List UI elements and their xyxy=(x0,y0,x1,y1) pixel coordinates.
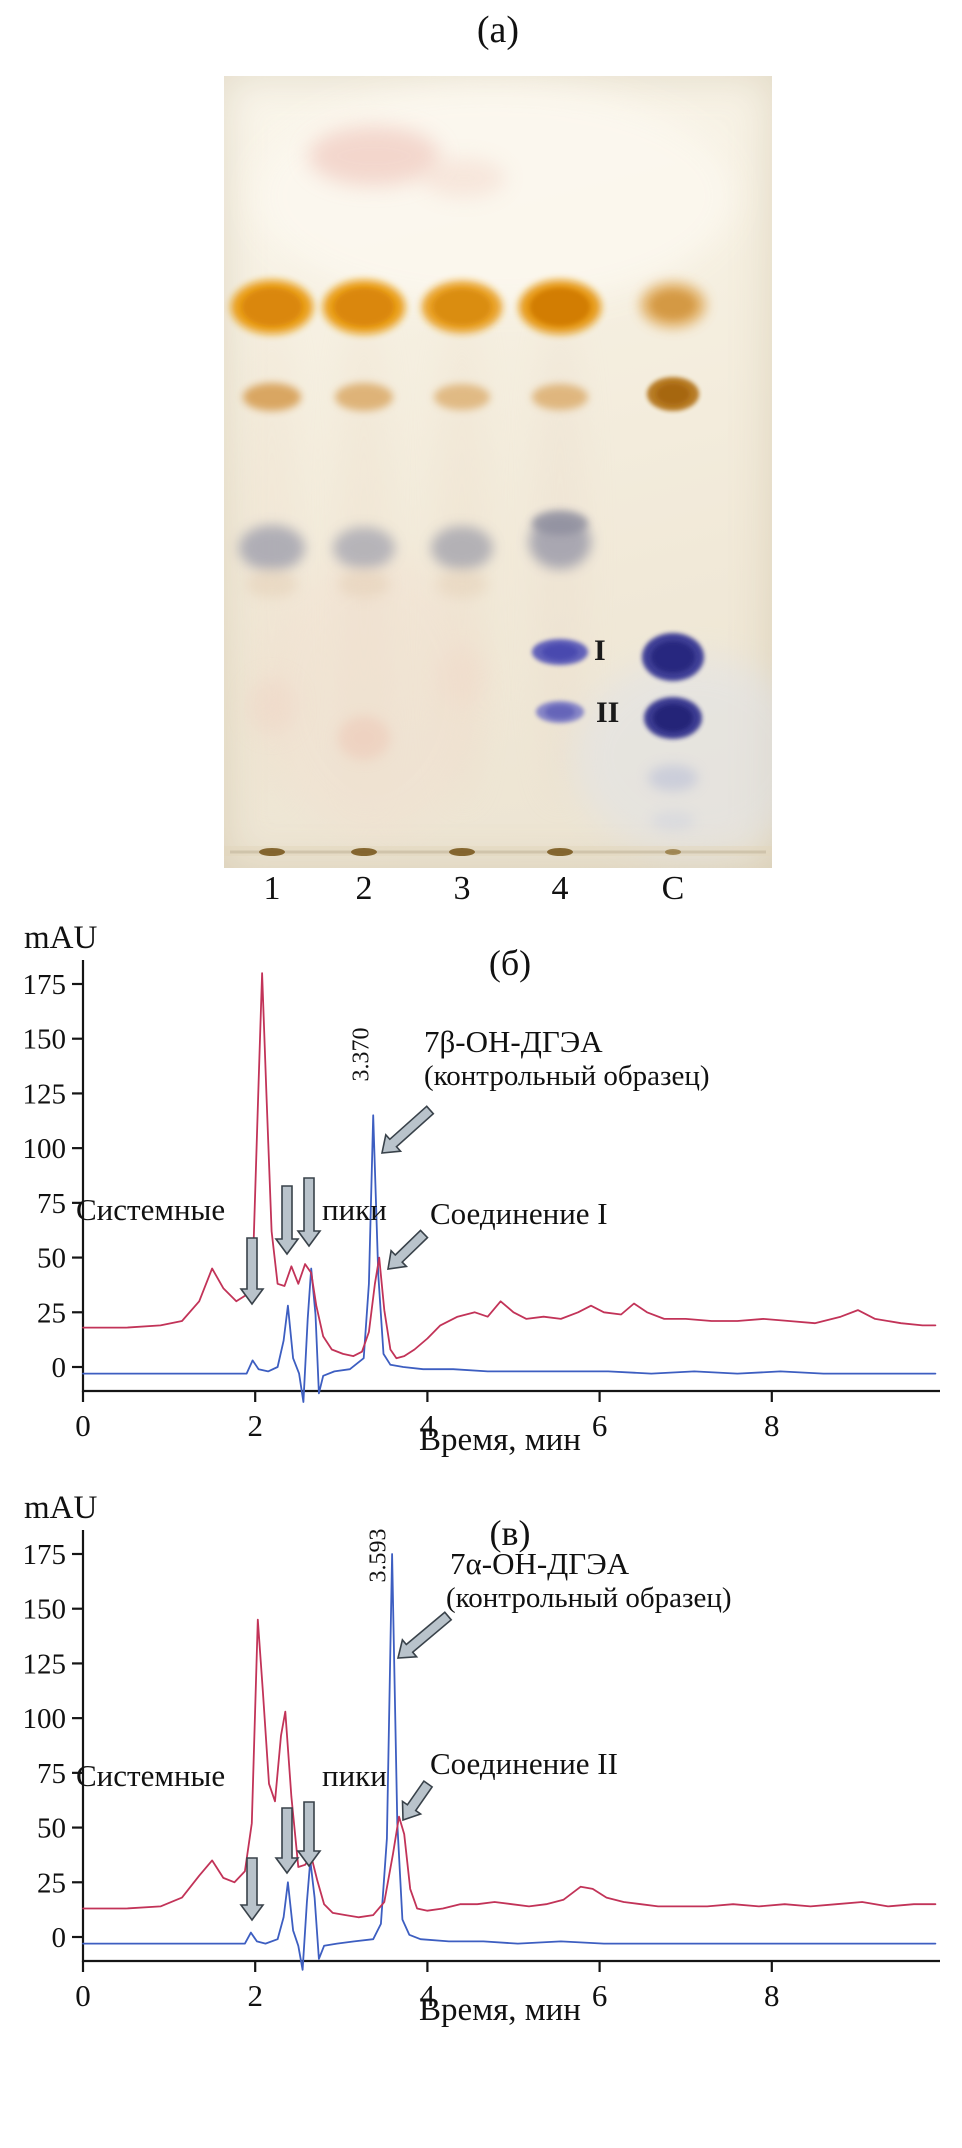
lane-label-2: 2 xyxy=(355,870,373,907)
system-peaks-word1-b: Системные xyxy=(76,1192,226,1227)
lane4-blue-spots xyxy=(532,639,588,723)
faint-pink-smudges xyxy=(248,646,484,760)
spot-label-I: I xyxy=(594,634,606,667)
x-tick-label: 4 xyxy=(420,1408,436,1443)
panel-a-label: (а) xyxy=(476,9,520,51)
y-tick-label: 50 xyxy=(37,1243,66,1275)
x-tick-label: 0 xyxy=(75,1978,91,2013)
trace-control xyxy=(82,1114,937,1403)
lane-label-C: С xyxy=(661,870,685,907)
annotation-arrow xyxy=(239,1237,265,1306)
x-tick-label: 0 xyxy=(75,1408,91,1443)
system-peaks-word2-b: пики xyxy=(322,1192,387,1227)
lane-label-4: 4 xyxy=(551,870,569,907)
faint-pink-blob xyxy=(308,126,440,186)
origin-line-and-spots xyxy=(224,846,772,856)
compound-annotation-b: Соединение I xyxy=(430,1196,608,1231)
x-tick-label: 6 xyxy=(592,1408,608,1443)
x-axis-title-v: Время, мин xyxy=(419,1992,581,2028)
gray-spot-row xyxy=(239,511,591,598)
lane-label-3: 3 xyxy=(453,870,471,907)
orange-spot-row xyxy=(231,280,706,334)
y-tick-label: 125 xyxy=(23,1648,67,1680)
trace-compound xyxy=(82,972,937,1360)
annotation-arrow xyxy=(296,1801,322,1868)
tlc-plate: I II xyxy=(224,76,772,868)
trace-control xyxy=(82,1553,937,1971)
x-tick-label: 8 xyxy=(764,1978,780,2013)
panel-b-label: (б) xyxy=(488,943,532,983)
system-peaks-word1-v: Системные xyxy=(76,1758,226,1793)
chromatogram-v: 0 25 50 75 100 125 150 175 0 2 4 6 8 xyxy=(23,1530,940,2013)
control-annotation-line2-v: (контрольный образец) xyxy=(446,1582,732,1614)
tlc-plate-image xyxy=(224,86,772,856)
y-tick-label: 150 xyxy=(23,1594,67,1626)
panel-b: 0 25 50 75 100 125 150 175 0 2 4 6 8 mAU (б) 3.370 7… xyxy=(0,920,962,1480)
y-tick-label: 175 xyxy=(23,1539,67,1571)
y-tick-label: 25 xyxy=(37,1297,66,1329)
y-tick-label: 75 xyxy=(37,1188,66,1220)
annotation-arrow xyxy=(387,1229,429,1270)
annotation-arrow xyxy=(274,1807,300,1875)
system-peaks-word2-v: пики xyxy=(322,1758,387,1793)
second-spot-row xyxy=(243,377,699,411)
x-tick-label: 2 xyxy=(247,1408,263,1443)
panel-v-label: (в) xyxy=(489,1513,531,1553)
retention-time-label-b: 3.370 xyxy=(348,1027,375,1082)
y-tick-label: 175 xyxy=(23,969,67,1001)
control-annotation-line1-v: 7α-ОН-ДГЭА xyxy=(450,1546,630,1581)
x-tick-label: 4 xyxy=(420,1978,436,2013)
y-tick-label: 50 xyxy=(37,1813,66,1845)
x-tick-label: 2 xyxy=(247,1978,263,2013)
annotation-arrow xyxy=(380,1105,435,1154)
trace-compound xyxy=(82,1618,937,1919)
compound-annotation-v: Соединение II xyxy=(430,1746,618,1781)
y-tick-label: 0 xyxy=(52,1352,67,1384)
annotation-arrow xyxy=(296,1177,322,1248)
y-axis-title-v: mAU xyxy=(24,1490,98,1526)
laneC-reference-spots xyxy=(642,633,704,831)
y-tick-label: 75 xyxy=(37,1758,66,1790)
annotation-arrow xyxy=(396,1611,453,1659)
control-annotation-line1-b: 7β-ОН-ДГЭА xyxy=(424,1024,603,1059)
x-tick-label: 8 xyxy=(764,1408,780,1443)
y-tick-label: 25 xyxy=(37,1867,66,1899)
spot-label-II: II xyxy=(596,696,620,729)
y-tick-label: 100 xyxy=(23,1133,67,1165)
panel-v: 0 25 50 75 100 125 150 175 0 2 4 6 8 mAU (в) 3.593 7… xyxy=(0,1490,962,2050)
control-annotation-line2-b: (контрольный образец) xyxy=(424,1060,710,1092)
retention-time-label-v: 3.593 xyxy=(365,1528,392,1583)
lane-label-1: 1 xyxy=(263,870,281,907)
y-tick-label: 125 xyxy=(23,1078,67,1110)
plate-background-washes xyxy=(246,86,772,856)
annotation-arrow xyxy=(274,1185,300,1256)
annotation-arrow xyxy=(239,1857,265,1922)
x-axis-title-b: Время, мин xyxy=(419,1422,581,1458)
y-tick-label: 0 xyxy=(52,1922,67,1954)
annotation-arrow xyxy=(401,1779,434,1822)
y-axis-title-b: mAU xyxy=(24,920,98,956)
y-tick-label: 100 xyxy=(23,1703,67,1735)
chromatogram-b: 0 25 50 75 100 125 150 175 0 2 4 6 8 xyxy=(23,960,940,1443)
y-tick-label: 150 xyxy=(23,1024,67,1056)
x-tick-label: 6 xyxy=(592,1978,608,2013)
